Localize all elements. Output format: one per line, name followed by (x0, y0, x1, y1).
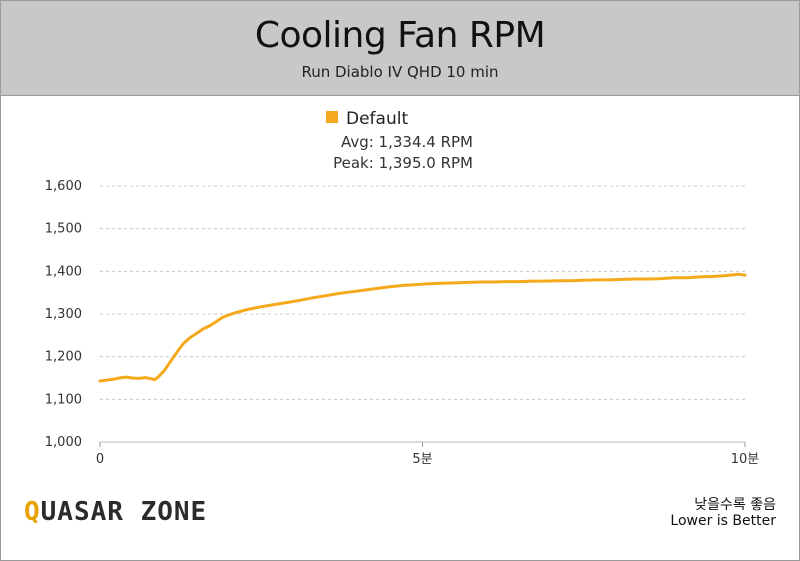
legend: Default (326, 109, 408, 129)
legend-label: Default (346, 109, 409, 129)
y-tick-label: 1,600 (45, 179, 82, 194)
y-tick-label: 1,000 (45, 435, 82, 450)
y-tick-label: 1,300 (45, 307, 82, 322)
y-tick-label: 1,500 (45, 222, 82, 237)
legend-swatch (326, 111, 338, 123)
footer-note-kr: 낮을수록 좋음 (694, 497, 776, 513)
grid-lines (100, 185, 745, 443)
x-tick-label: 5분 (412, 452, 432, 467)
x-tick-label: 0 (96, 452, 104, 467)
series-group (98, 272, 747, 383)
y-axis-ticks: 1,000 1,100 1,200 1,300 1,400 1,500 1,600 (45, 179, 82, 450)
chart-header: Cooling Fan RPM Run Diablo IV QHD 10 min (1, 1, 799, 96)
y-tick-label: 1,200 (45, 350, 82, 365)
y-tick-label: 1,400 (45, 264, 82, 279)
y-tick-label: 1,100 (45, 392, 82, 407)
footer-note-en: Lower is Better (670, 513, 776, 529)
legend-peak: Peak: 1,395.0 RPM (333, 154, 473, 172)
chart-subtitle: Run Diablo IV QHD 10 min (301, 63, 499, 81)
logo-q: Q (24, 497, 41, 527)
legend-avg: Avg: 1,334.4 RPM (340, 133, 473, 151)
x-tick-label: 10분 (731, 452, 760, 467)
chart-title: Cooling Fan RPM (254, 15, 546, 56)
x-axis-ticks: 0 5분 10분 (96, 442, 759, 467)
quasarzone-logo: QUASAR ZONE (24, 497, 208, 527)
series-line-default (98, 272, 747, 383)
